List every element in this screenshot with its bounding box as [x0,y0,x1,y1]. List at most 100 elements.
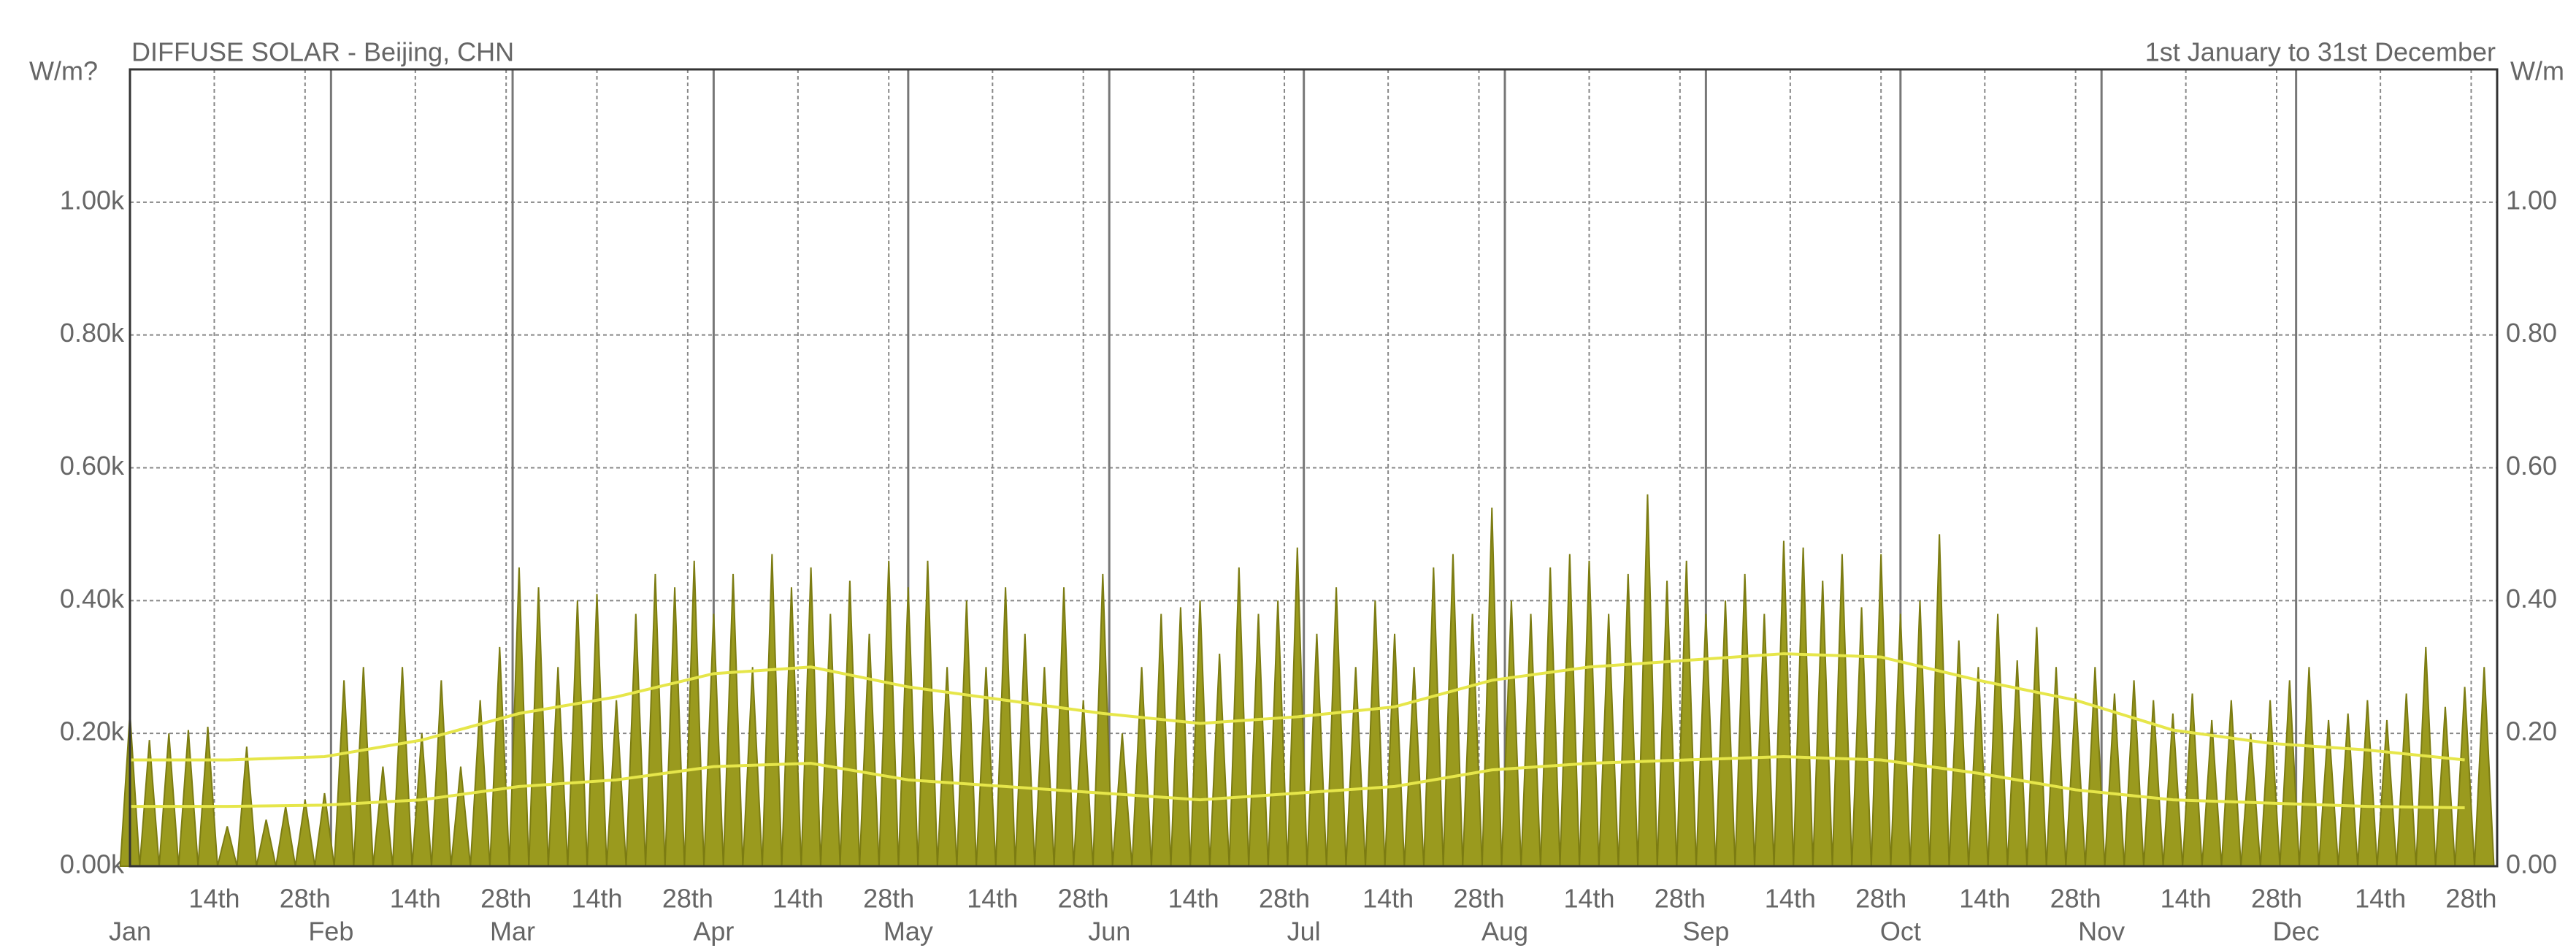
spike [275,806,296,867]
y2-tick-label: 0.00 [2506,849,2557,879]
spike [1714,600,1736,867]
y2-tick-label: 0.80 [2506,318,2557,348]
spike [878,560,900,867]
spike [2259,700,2281,867]
month-label: Sep [1682,917,1729,947]
spike [683,560,705,867]
spike [2318,719,2339,867]
x-tick-label: 28th [280,884,331,914]
spike [586,594,607,867]
spike [353,667,375,867]
x-tick-label: 14th [1959,884,2010,914]
x-tick-label: 14th [2355,884,2406,914]
spike [605,700,627,867]
spike [2104,693,2125,867]
spike [1656,581,1678,867]
x-tick-label: 28th [1855,884,1906,914]
spike [1131,667,1152,867]
spike [1637,494,1658,867]
spike [1617,573,1639,867]
x-tick-label: 28th [1453,884,1504,914]
spike [1734,573,1756,867]
spike [430,680,452,867]
spike [761,554,783,867]
spike [1598,613,1619,867]
month-label: Dec [2273,917,2320,947]
spike [1403,667,1425,867]
spike [1539,567,1561,867]
x-tick-label: 28th [2251,884,2302,914]
x-tick-label: 14th [967,884,1018,914]
x-tick-label: 14th [188,884,239,914]
spike [1851,607,1872,867]
spike [1170,607,1192,867]
month-label: Apr [693,917,734,947]
spike [859,633,880,867]
x-tick-label: 28th [480,884,532,914]
spike [917,560,938,867]
spike [2434,706,2456,867]
spike [1073,700,1095,867]
x-tick-label: 14th [773,884,824,914]
spike [664,587,686,867]
x-tick-label: 28th [1058,884,1109,914]
spike [372,766,394,867]
spike [333,680,355,867]
spike [2396,693,2418,867]
y-tick-label: 0.00k [60,849,125,879]
spike [2006,660,2028,867]
average-line [130,652,2465,762]
spike [2025,627,2047,867]
y2-axis-label: W/m [2510,56,2564,86]
spike [1248,613,1269,867]
spike [1014,633,1036,867]
month-label: Feb [308,917,353,947]
plot-frame [129,68,2499,868]
spike [2473,667,2495,867]
spike [897,587,919,867]
month-label: Jul [1287,917,1321,947]
spike [2201,719,2223,867]
y-tick-label: 0.80k [60,318,125,348]
x-tick-label: 14th [1168,884,1219,914]
spike [2065,693,2087,867]
spike [177,730,199,867]
x-tick-label: 28th [2445,884,2496,914]
spike [839,581,861,867]
spike [1676,560,1698,867]
x-tick-label: 14th [1362,884,1414,914]
spike [722,573,744,867]
spike [1111,733,1133,867]
x-tick-label: 14th [571,884,622,914]
spike [1325,587,1347,867]
spike [528,587,549,867]
month-label: Jun [1088,917,1130,947]
spike [1890,613,1912,867]
y-tick-label: 0.60k [60,451,125,481]
spike [1812,581,1833,867]
spike [216,826,238,867]
spike [1053,587,1075,867]
spike [1208,654,1230,867]
y-tick-label: 1.00k [60,185,125,215]
spike [1753,613,1775,867]
x-tick-label: 14th [2161,884,2212,914]
spike [1520,613,1541,867]
spike [625,613,647,867]
spike [1481,508,1503,867]
spike [1579,560,1600,867]
y-axis-label: W/m? [29,56,98,86]
spike [391,667,413,867]
chart-title: DIFFUSE SOLAR - Beijing, CHN [131,37,514,67]
spike [1034,667,1055,867]
spike [2123,680,2144,867]
spike [800,567,821,867]
y-tick-label: 0.20k [60,716,125,746]
spike [2356,700,2378,867]
spike [547,667,569,867]
x-tick-label: 28th [1655,884,1706,914]
x-tick-label: 28th [662,884,713,914]
spike [158,733,180,867]
